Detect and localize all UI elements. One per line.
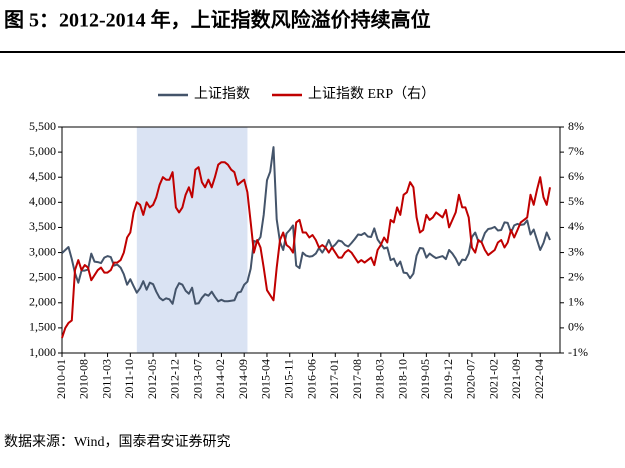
y-tick-label: 1,500 [29,320,56,334]
x-tick-label: 2014-09 [236,359,250,399]
x-tick-label: 2017-01 [327,359,341,399]
x-tick-label: 2015-04 [259,359,273,399]
y-tick-label: 4,500 [29,169,56,183]
y2-tick-label: 7% [568,144,584,158]
y-tick-label: 3,500 [29,219,56,233]
x-tick-label: 2018-10 [395,359,409,399]
y2-tick-label: 6% [568,169,584,183]
y-tick-label: 2,000 [29,295,56,309]
y-tick-label: 4,000 [29,194,56,208]
plot-frame [61,126,561,354]
x-tick-label: 2019-12 [441,359,455,399]
x-tick-label: 2021-02 [486,359,500,399]
y-tick-label: 5,500 [29,119,56,133]
y-tick-label: 1,000 [29,345,56,359]
legend-label: 上证指数 [194,86,250,102]
x-tick-label: 2014-02 [213,359,227,399]
y2-tick-label: -1% [568,345,588,359]
x-tick-label: 2015-11 [281,359,295,399]
x-tick-label: 2021-09 [509,359,523,399]
source-note: 数据来源：Wind，国泰君安证券研究 [4,434,231,450]
x-tick-label: 2010-08 [77,359,91,399]
x-tick-label: 2016-06 [304,359,318,399]
chart-title: 图 5：2012-2014 年，上证指数风险溢价持续高位 [4,8,431,32]
x-tick-label: 2012-12 [168,359,182,399]
x-tick-label: 2010-01 [54,359,68,399]
x-tick-label: 2017-08 [350,359,364,399]
y2-tick-label: 4% [568,219,584,233]
x-tick-label: 2020-07 [464,359,478,399]
y2-tick-label: 5% [568,194,584,208]
x-tick-label: 2019-05 [418,359,432,399]
y2-tick-label: 8% [568,119,584,133]
y2-tick-label: 2% [568,269,584,283]
y-tick-label: 2,500 [29,269,56,283]
x-tick-label: 2013-07 [190,359,204,399]
series-line [61,146,551,305]
highlight-band [136,127,248,353]
y2-tick-label: 0% [568,320,584,334]
legend-label: 上证指数 ERP（右） [308,86,435,102]
x-tick-label: 2018-03 [373,359,387,399]
series-line [61,161,551,339]
x-tick-label: 2012-05 [145,359,159,399]
x-tick-label: 2022-04 [532,359,546,399]
y2-tick-label: 3% [568,244,584,258]
x-tick-label: 2011-10 [122,359,136,399]
y-tick-label: 3,000 [29,244,56,258]
y-tick-label: 5,000 [29,144,56,158]
x-tick-label: 2011-03 [99,359,113,399]
y2-tick-label: 1% [568,295,584,309]
